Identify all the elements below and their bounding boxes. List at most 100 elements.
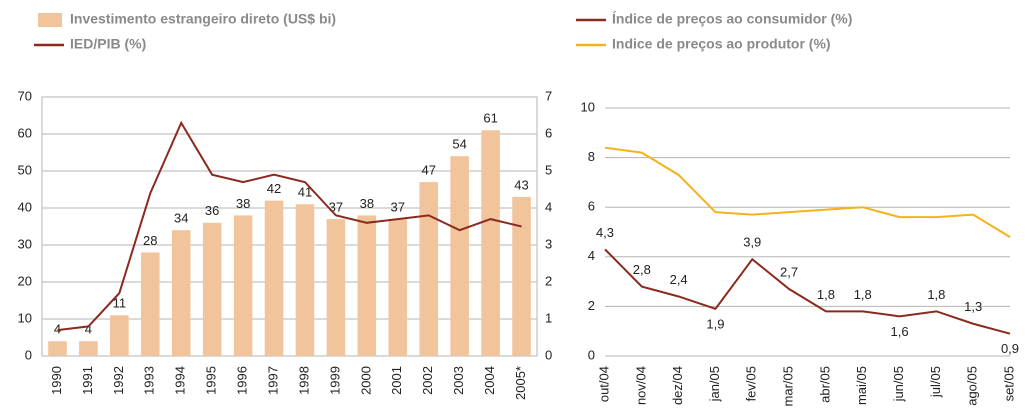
plot-frame <box>41 96 538 357</box>
bar <box>141 252 160 356</box>
value-label: 37 <box>391 200 405 215</box>
y-tick-label: 0 <box>588 347 595 362</box>
series-line <box>604 248 1011 335</box>
x-tick-label: 2005* <box>513 366 528 400</box>
value-label: 3,9 <box>743 235 761 250</box>
x-tick-label: 2004 <box>482 366 497 395</box>
y2-tick-label: 4 <box>545 199 552 214</box>
y-tick-label: 60 <box>18 125 32 140</box>
x-tick-label: out/04 <box>596 366 611 402</box>
bar <box>202 222 222 356</box>
x-tick-label: 2002 <box>420 366 435 395</box>
x-tick-label: 1994 <box>173 366 188 395</box>
value-label: 11 <box>113 296 127 311</box>
legend-label: Índice de preços ao consumidor (%) <box>612 11 852 27</box>
value-label: 4 <box>85 322 92 337</box>
series-line <box>604 146 1011 238</box>
y-tick-label: 10 <box>581 99 595 114</box>
bar <box>171 230 191 356</box>
x-tick-label: 1991 <box>80 366 95 395</box>
x-tick-label: set/05 <box>1001 366 1016 401</box>
x-tick-label: jan/05 <box>707 366 722 402</box>
x-tick-label: mai/05 <box>854 366 869 405</box>
bar <box>357 215 377 356</box>
x-tick-label: mar/05 <box>781 366 796 406</box>
y2-tick-label: 7 <box>545 88 552 103</box>
y2-tick-label: 1 <box>545 310 552 325</box>
bar <box>110 315 129 356</box>
bar <box>79 341 98 356</box>
value-label: 1,3 <box>964 299 982 314</box>
legend-label: Indice de preços ao produtor (%) <box>612 36 831 52</box>
value-label: 61 <box>483 111 497 126</box>
y-tick-label: 0 <box>25 347 32 362</box>
value-label: 28 <box>143 233 157 248</box>
value-label: 0,9 <box>1001 341 1019 356</box>
bar <box>326 219 346 356</box>
x-tick-label: 2000 <box>358 366 373 395</box>
value-label: 43 <box>514 177 528 192</box>
y-tick-label: 6 <box>588 199 595 214</box>
x-tick-label: 1990 <box>49 366 64 395</box>
value-label: 2,7 <box>780 264 798 279</box>
value-label: 34 <box>174 211 188 226</box>
legend-label: Investimento estrangeiro direto (US$ bi) <box>70 11 336 27</box>
series-line <box>57 120 522 332</box>
bar <box>450 156 469 356</box>
y-tick-label: 50 <box>18 162 32 177</box>
x-tick-label: 1993 <box>142 366 157 395</box>
x-tick-label: 1996 <box>235 366 250 395</box>
y-tick-label: 8 <box>588 149 595 164</box>
bar <box>295 204 315 356</box>
y2-tick-label: 3 <box>545 236 552 251</box>
value-label: 1,9 <box>706 316 724 331</box>
value-label: 42 <box>267 181 281 196</box>
x-tick-label: 2003 <box>451 366 466 395</box>
value-label: 36 <box>205 203 219 218</box>
y-tick-label: 4 <box>588 248 595 263</box>
y2-tick-label: 0 <box>545 347 552 362</box>
x-tick-label: dez/04 <box>670 366 685 405</box>
y-tick-label: 30 <box>18 236 32 251</box>
legend-swatch <box>38 13 62 27</box>
bar <box>388 219 408 356</box>
value-label: 38 <box>360 196 374 211</box>
bar <box>264 200 284 356</box>
x-tick-label: jun/05 <box>891 366 906 402</box>
x-tick-label: 1999 <box>327 366 342 395</box>
y2-tick-label: 2 <box>545 273 552 288</box>
legend-label: IED/PIB (%) <box>70 36 146 52</box>
x-tick-label: 1995 <box>204 366 219 395</box>
value-label: 1,8 <box>927 287 945 302</box>
bar <box>481 130 500 356</box>
y-tick-label: 20 <box>18 273 32 288</box>
bar <box>233 215 253 356</box>
value-label: 38 <box>236 196 250 211</box>
y-tick-label: 70 <box>18 88 32 103</box>
value-label: 1,8 <box>854 287 872 302</box>
y2-tick-label: 6 <box>545 125 552 140</box>
x-tick-label: ago/05 <box>965 366 980 406</box>
bar <box>419 182 438 356</box>
x-tick-label: 1998 <box>296 366 311 395</box>
y2-tick-label: 5 <box>545 162 552 177</box>
bar <box>48 341 67 356</box>
y-tick-label: 10 <box>18 310 32 325</box>
x-tick-label: fev/05 <box>744 366 759 401</box>
value-label: 47 <box>421 163 435 178</box>
x-tick-label: nov/04 <box>633 366 648 405</box>
value-label: 37 <box>329 200 343 215</box>
y-tick-label: 40 <box>18 199 32 214</box>
value-label: 54 <box>452 137 466 152</box>
y-tick-label: 2 <box>588 298 595 313</box>
value-label: 1,8 <box>817 287 835 302</box>
value-label: 4,3 <box>596 225 614 240</box>
x-tick-label: abr/05 <box>817 366 832 403</box>
bar <box>512 196 531 356</box>
value-label: 2,4 <box>670 272 688 287</box>
value-label: 2,8 <box>633 262 651 277</box>
x-tick-label: 1997 <box>265 366 280 395</box>
value-label: 1,6 <box>891 324 909 339</box>
x-tick-label: jul/05 <box>928 366 943 398</box>
